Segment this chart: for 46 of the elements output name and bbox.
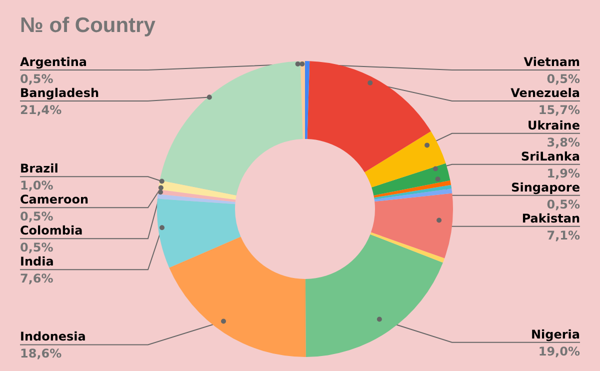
slice-label: Brazil bbox=[20, 162, 58, 176]
chart-title: № of Country bbox=[20, 14, 156, 38]
donut-slice bbox=[374, 188, 452, 202]
data-label: 18,6% bbox=[20, 346, 62, 361]
data-label: 0,5% bbox=[20, 240, 54, 255]
data-label: 1,0% bbox=[20, 178, 54, 193]
donut-slice bbox=[305, 234, 443, 357]
donut-slice bbox=[157, 198, 241, 268]
donut-slice bbox=[300, 61, 305, 140]
data-label: 21,4% bbox=[20, 103, 62, 117]
donut-slice bbox=[371, 193, 453, 258]
data-label: 0,5% bbox=[20, 210, 54, 224]
donut-slice bbox=[374, 184, 452, 200]
slice-label: Argentina bbox=[20, 55, 87, 69]
data-label: 3,8% bbox=[546, 135, 580, 150]
slice-label: Nigeria bbox=[530, 327, 580, 342]
donut-slice bbox=[169, 236, 306, 357]
slice-label: India bbox=[20, 254, 54, 269]
data-label: 7,6% bbox=[20, 272, 54, 286]
slice-label: Cameroon bbox=[20, 192, 88, 207]
data-label: 0,5% bbox=[20, 72, 54, 86]
data-label: 1,9% bbox=[546, 166, 580, 180]
donut-slice bbox=[160, 61, 303, 196]
donut-slice bbox=[305, 61, 310, 140]
donut-slice bbox=[374, 180, 452, 198]
data-label: 0,5% bbox=[546, 197, 580, 212]
donut-slice bbox=[370, 232, 445, 263]
slice-label: Venezuela bbox=[510, 86, 580, 100]
data-label: 15,7% bbox=[538, 103, 580, 117]
slice-label: Indonesia bbox=[20, 330, 86, 344]
slice-label: SriLanka bbox=[520, 149, 580, 164]
donut-slice bbox=[158, 190, 236, 202]
slice-label: Colombia bbox=[20, 224, 83, 238]
donut-slice bbox=[157, 194, 236, 204]
data-label: 0,5% bbox=[546, 72, 580, 86]
slice-label: Ukraine bbox=[527, 118, 580, 132]
donut-slice bbox=[158, 180, 236, 200]
donut-slice bbox=[364, 131, 446, 188]
slice-label: Bangladesh bbox=[20, 86, 100, 100]
data-label: 7,1% bbox=[546, 228, 580, 242]
slice-label: Vietnam bbox=[524, 55, 580, 69]
donut-slice bbox=[372, 163, 450, 196]
donut-slice bbox=[307, 61, 431, 172]
slice-label: Pakistan bbox=[522, 211, 580, 226]
slice-label: Singapore bbox=[511, 180, 580, 194]
data-label: 19,0% bbox=[538, 344, 580, 358]
